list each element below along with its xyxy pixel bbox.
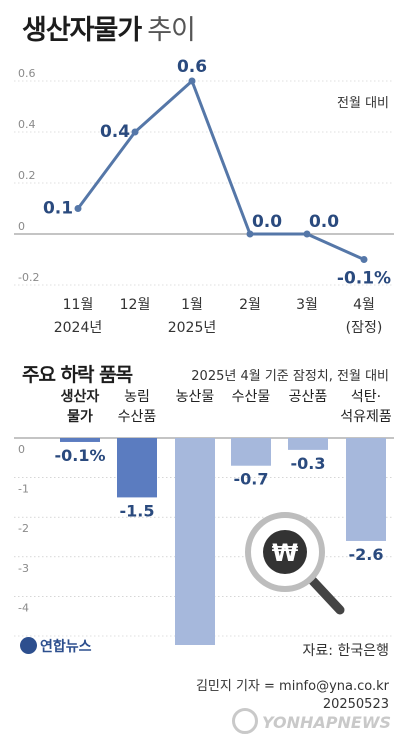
category-label-sub: 물가 <box>67 409 93 425</box>
category-label: 공산품 <box>289 389 328 405</box>
data-label: 0.1 <box>43 199 73 219</box>
won-coin-icon <box>263 530 307 574</box>
category-label: 생산자 <box>61 388 100 405</box>
x-tick-label: 12월 <box>120 297 151 313</box>
data-label: -0.1% <box>54 446 105 465</box>
y-tick-label: 0.6 <box>18 67 36 80</box>
bar <box>60 438 100 442</box>
category-label: 석탄· <box>351 389 381 405</box>
data-label: 0.0 <box>309 212 339 232</box>
credit-reporter: 김민지 기자 = minfo@yna.co.kr <box>195 679 389 694</box>
data-label: -2.6 <box>349 545 384 564</box>
y-tick-label: -2 <box>18 522 29 535</box>
y-tick-label: 0.2 <box>18 169 36 182</box>
series-line <box>76 79 365 261</box>
y-tick-label: -3 <box>18 562 29 575</box>
x-tick-label: 2월 <box>239 297 261 313</box>
data-label: -1.5 <box>120 501 155 520</box>
data-label: -0.7 <box>234 470 269 489</box>
credit-date: 20250523 <box>322 697 389 712</box>
category-label: 수산물 <box>232 389 271 405</box>
data-label: 0.4 <box>100 122 130 142</box>
y-tick-label: -4 <box>18 601 29 614</box>
data-label: -0.1% <box>337 269 391 289</box>
y-tick-label: 0 <box>18 443 25 456</box>
data-label: 0.0 <box>252 212 282 232</box>
magnifier-handle-icon <box>307 575 345 615</box>
y-tick-label: -0.2 <box>18 271 39 284</box>
logo-text: 연합뉴스 <box>40 639 92 655</box>
data-label: 0.6 <box>177 57 207 77</box>
x-tick-label: 4월 <box>353 297 375 313</box>
category-label-sub: 수산품 <box>118 409 157 425</box>
chart-title: 생산자물가 추이 <box>22 14 196 48</box>
x-tick-label: 3월 <box>296 297 318 313</box>
y-tick-label: -1 <box>18 483 29 496</box>
category-label: 농산물 <box>176 389 215 405</box>
section-title: 주요 하락 품목 <box>22 364 133 386</box>
line-unit-note: 전월 대비 <box>337 96 389 111</box>
logo-mark-icon <box>20 637 37 654</box>
yonhap-logo: 연합뉴스 <box>20 636 92 656</box>
bar <box>117 438 157 498</box>
watermark: YONHAPNEWS <box>232 708 391 734</box>
data-label: -0.3 <box>291 454 326 473</box>
x-tick-label: 1월 <box>181 297 203 313</box>
data-point <box>131 128 139 136</box>
credit: 김민지 기자 = minfo@yna.co.kr 20250523 <box>196 678 389 714</box>
category-label: 농림 <box>124 389 150 405</box>
data-point <box>303 230 311 238</box>
x-tick-label-sub: 2024년 <box>54 320 103 336</box>
watermark-text: YONHAPNEWS <box>262 713 391 732</box>
bar <box>346 438 386 541</box>
watermark-icon <box>232 708 258 734</box>
bar <box>231 438 271 466</box>
title-main: 생산자물가 <box>22 15 142 46</box>
data-point <box>74 205 82 212</box>
data-point <box>188 77 196 85</box>
line-chart: 0.6 0.4 0.2 0 -0.2 0.1 0.4 0.6 0.0 0.0 -0.1% 11월 202… <box>14 57 394 336</box>
title-sub: 추이 <box>147 15 196 46</box>
y-tick-label: 0 <box>18 220 25 233</box>
won-sign-icon: ₩ <box>272 539 299 567</box>
x-tick-label-sub: 2025년 <box>168 320 217 336</box>
bar-unit-note: 2025년 4월 기준 잠정치, 전월 대비 <box>191 369 389 384</box>
bar <box>175 438 215 645</box>
bar <box>288 438 328 450</box>
bar-chart: 0-1-2-3-4-5-6생산자물가-0.1%농림수산품-1.5농산물-5.8수… <box>14 388 394 645</box>
data-point <box>360 256 368 263</box>
x-tick-label: 11월 <box>63 297 94 313</box>
source-note: 자료: 한국은행 <box>302 643 389 659</box>
data-point <box>246 230 254 238</box>
category-label-sub: 석유제품 <box>340 409 392 425</box>
y-tick-label: 0.4 <box>18 118 36 131</box>
x-tick-label-sub: (잠정) <box>346 320 383 336</box>
